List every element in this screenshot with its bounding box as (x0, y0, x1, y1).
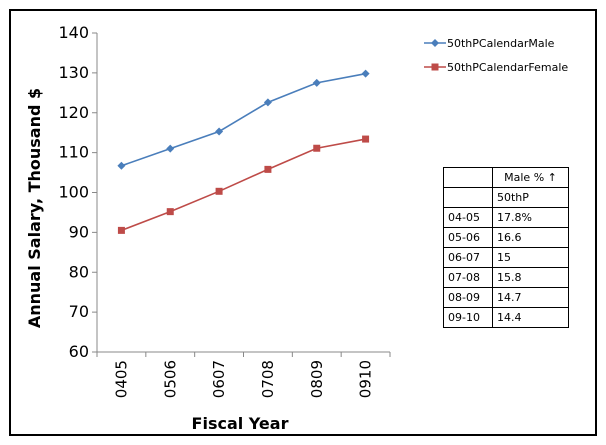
data-point-square (313, 144, 321, 152)
y-tick-label: 100 (58, 183, 89, 202)
legend-label: 50thPCalendarFemale (447, 61, 568, 74)
x-tick-label: 0607 (210, 360, 228, 398)
table-row: 06-07 15 (443, 247, 569, 268)
y-axis-title: Annual Salary, Thousand $ (25, 88, 44, 328)
y-tick-label: 70 (69, 302, 89, 321)
table-cell-value: 17.8% (492, 207, 569, 228)
data-point-square (215, 187, 223, 195)
y-tick-label: 90 (69, 222, 89, 241)
x-tick-label: 0405 (112, 360, 130, 398)
table-cell-value: 15.8 (492, 267, 569, 288)
table-row: 05-06 16.6 (443, 227, 569, 248)
table-row: 08-09 14.7 (443, 287, 569, 308)
table-cell-empty (443, 167, 493, 188)
table-cell-year: 09-10 (443, 307, 493, 328)
legend-marker-square (431, 63, 439, 71)
table-cell-value: 14.4 (492, 307, 569, 328)
series-group (117, 69, 370, 234)
table-cell-year: 04-05 (443, 207, 493, 228)
table-subheader-label: 50thP (492, 187, 569, 208)
data-point-diamond (361, 69, 370, 78)
legend-marker-diamond (431, 39, 439, 47)
table-cell-value: 15 (492, 247, 569, 268)
data-point-square (166, 208, 174, 216)
table-row: 07-08 15.8 (443, 267, 569, 288)
axes (92, 32, 391, 357)
y-tick-label: 80 (69, 262, 89, 281)
x-axis-title: Fiscal Year (192, 414, 289, 433)
data-point-diamond (312, 78, 321, 87)
y-tick-label: 130 (58, 63, 89, 82)
table-row: 04-05 17.8% (443, 207, 569, 228)
x-tick-label: 0910 (357, 360, 375, 398)
table-cell-value: 16.6 (492, 227, 569, 248)
data-point-diamond (263, 98, 272, 107)
data-point-square (117, 226, 125, 234)
series-line-50thPCalendarFemale (121, 138, 366, 232)
y-tick-label: 140 (58, 23, 89, 42)
table-cell-year: 07-08 (443, 267, 493, 288)
table-row: 09-10 14.4 (443, 307, 569, 328)
legend: 50thPCalendarMale 50thPCalendarFemale (424, 37, 568, 74)
y-tick-label: 120 (58, 103, 89, 122)
data-point-square (362, 135, 370, 143)
table-cell-year: 06-07 (443, 247, 493, 268)
table-cell-year: 08-09 (443, 287, 493, 308)
legend-label: 50thPCalendarMale (447, 37, 555, 50)
table-cell-value: 14.7 (492, 287, 569, 308)
data-point-square (264, 165, 272, 173)
x-tick-label: 0809 (308, 360, 326, 398)
table-cell-empty (443, 187, 493, 208)
table-subheader-row: 50thP (443, 187, 569, 208)
data-point-diamond (215, 127, 224, 136)
table-header-label: Male % ↑ (492, 167, 569, 188)
data-point-diamond (166, 144, 175, 153)
y-tick-label: 110 (58, 143, 89, 162)
y-tick-label: 60 (69, 342, 89, 361)
table-header-row: Male % ↑ (443, 167, 569, 188)
data-point-diamond (117, 161, 126, 170)
x-tick-label: 0708 (259, 360, 277, 398)
series-line-50thPCalendarMale (121, 72, 366, 167)
x-tick-labels: 0405 0506 0607 0708 0809 0910 (112, 360, 374, 398)
male-percent-table: Male % ↑ 50thP 04-05 17.8% 05-06 16.6 06… (443, 167, 569, 328)
table-cell-year: 05-06 (443, 227, 493, 248)
y-tick-labels: 60 70 80 90 100 110 120 130 140 (58, 23, 89, 361)
x-tick-label: 0506 (161, 360, 179, 398)
